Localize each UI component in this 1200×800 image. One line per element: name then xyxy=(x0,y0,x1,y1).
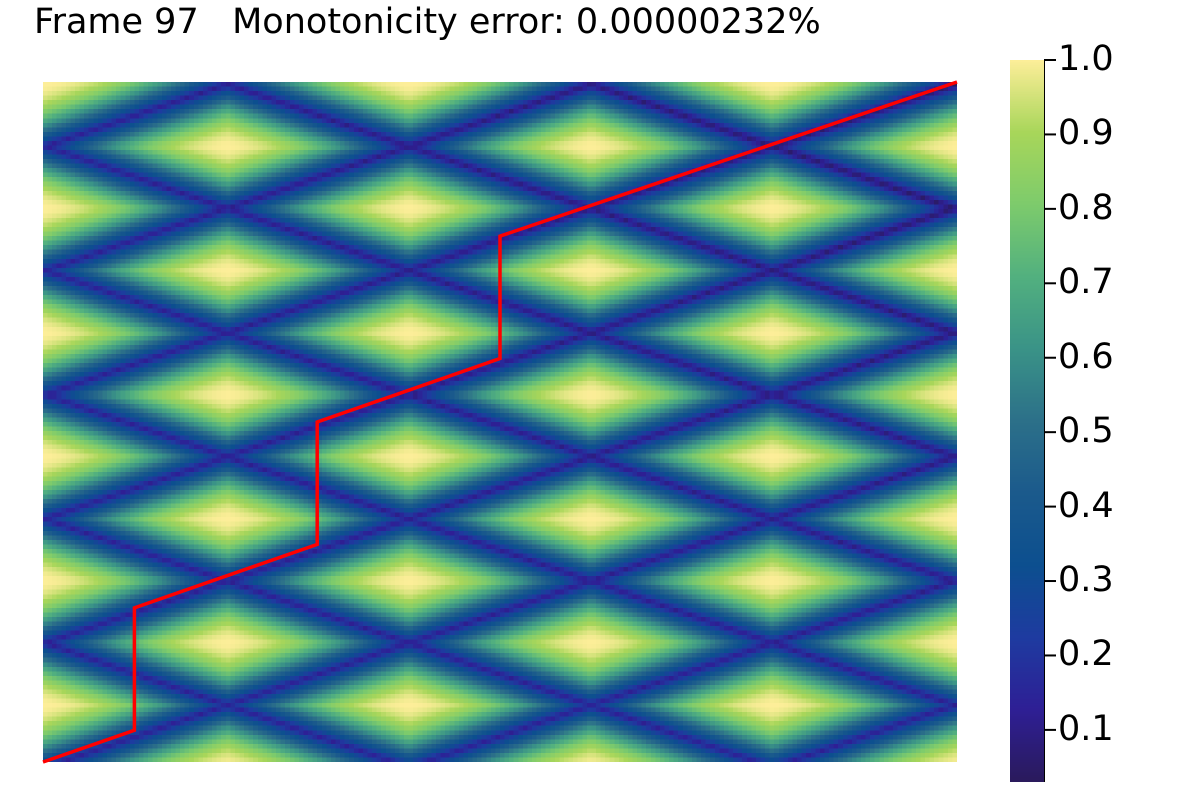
optimal-path-line xyxy=(42,80,958,764)
colorbar-tick-label: 0.5 xyxy=(1058,411,1114,452)
colorbar-tick-label: 0.2 xyxy=(1058,634,1114,675)
title-frame: Frame 97 xyxy=(34,2,199,42)
colorbar-tick-label: 0.7 xyxy=(1058,262,1114,303)
colorbar-tick-label: 0.3 xyxy=(1058,560,1114,601)
chart-title: Frame 97 Monotonicity error: 0.00000232% xyxy=(34,2,821,42)
colorbar xyxy=(1010,60,1044,782)
colorbar-tick-label: 0.9 xyxy=(1058,113,1114,154)
colorbar-tick-label: 0.4 xyxy=(1058,485,1114,526)
colorbar-tick-label: 0.1 xyxy=(1058,708,1114,749)
colorbar-tick-label: 0.8 xyxy=(1058,187,1114,228)
colorbar-tick-label: 0.6 xyxy=(1058,336,1114,377)
colorbar-tick-label: 1.0 xyxy=(1058,39,1114,79)
title-error: Monotonicity error: 0.00000232% xyxy=(232,2,821,42)
heatmap xyxy=(43,82,957,762)
